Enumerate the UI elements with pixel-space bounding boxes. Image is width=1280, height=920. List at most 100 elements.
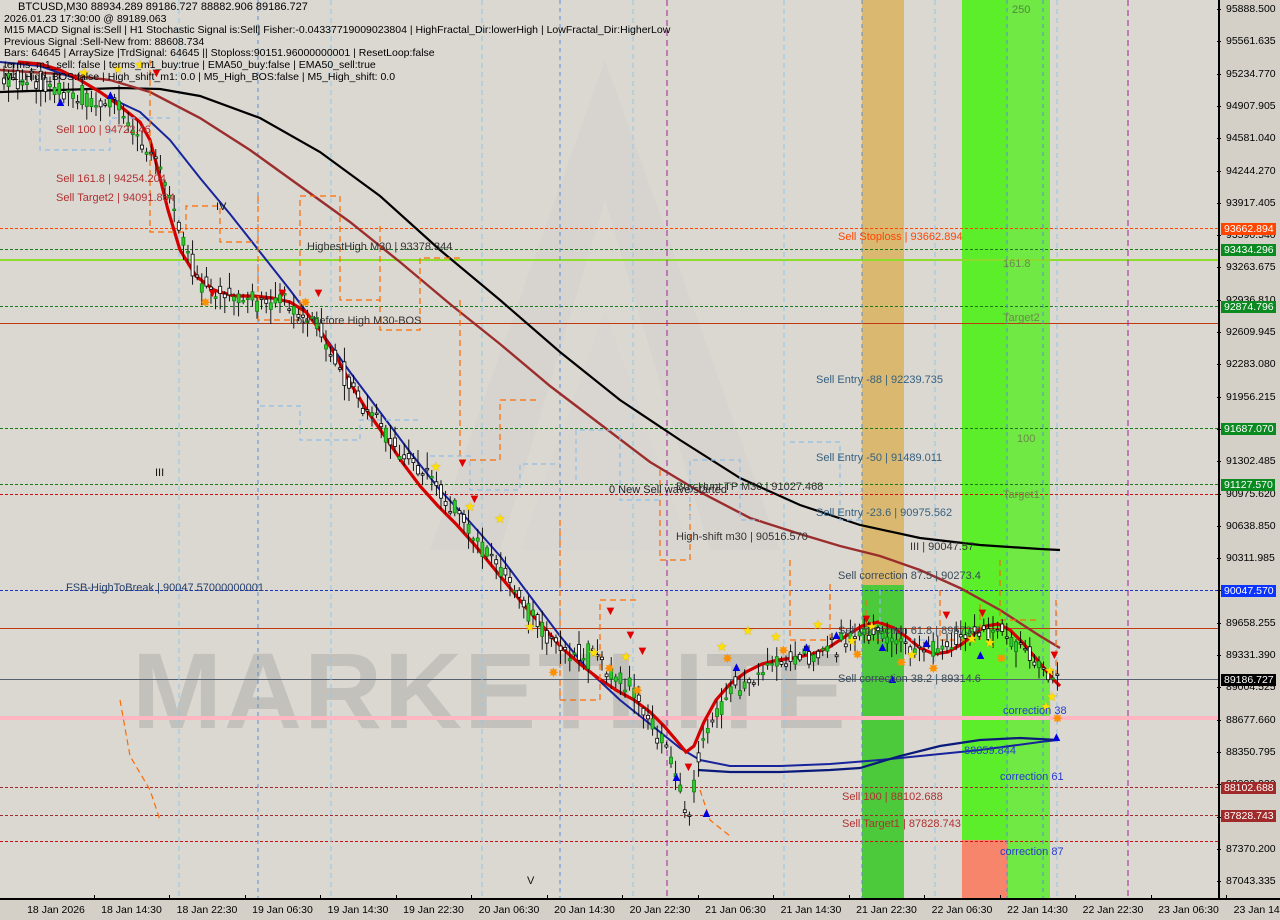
- price-tick: 87043.335: [1217, 876, 1276, 887]
- signal-marker-star-o: ✸: [632, 683, 643, 698]
- chart-plot-area[interactable]: MARKETLITE: [0, 0, 1218, 898]
- price-tick: 95234.770: [1217, 68, 1276, 80]
- tick-mark: [1217, 848, 1221, 850]
- price-tick: 94581.040: [1217, 133, 1276, 144]
- chart-annotation-25: Sell Target1 | 87828.743: [842, 818, 961, 830]
- time-tick-mark: [320, 895, 322, 900]
- price-tick: 94907.905: [1217, 100, 1276, 112]
- signal-marker-arr-u: ▲: [830, 627, 843, 642]
- tick-mark: [1217, 41, 1221, 43]
- chart-annotation-3: HighestHigh M30 | 93378.344: [307, 241, 453, 253]
- price-tick: 91302.485: [1217, 456, 1276, 467]
- signal-marker-star: ★: [906, 647, 918, 662]
- chart-annotation-29: III: [155, 467, 165, 479]
- price-tick: 89004.525: [1217, 682, 1276, 693]
- tick-mark: [1217, 235, 1221, 237]
- time-tick: 20 Jan 22:30: [629, 904, 691, 916]
- signal-marker-star-o: ✸: [604, 661, 615, 676]
- time-tick-mark: [697, 895, 699, 900]
- time-axis[interactable]: 18 Jan 2026 18 Jan 14:30 18 Jan 22:30 19 Ja…: [0, 895, 1280, 920]
- market-watermark: MARKETLITE: [132, 630, 848, 751]
- signal-marker-arr-d: ▼: [940, 607, 953, 622]
- tick-mark: [1217, 493, 1221, 495]
- time-tick-mark: [93, 895, 95, 900]
- signal-marker-star-o: ✸: [548, 665, 559, 680]
- chart-annotation-13: 0 New Sell wave started: [609, 484, 727, 496]
- header-line3: M15 MACD Signal is:Sell | H1 Stochastic …: [4, 24, 671, 37]
- price-tick: 90311.985: [1217, 553, 1275, 564]
- tick-mark: [1217, 267, 1221, 269]
- signal-marker-star: ★: [588, 645, 600, 660]
- tick-mark: [1217, 299, 1221, 301]
- tick-mark: [1217, 622, 1221, 624]
- signal-marker-arr-d: ▼: [456, 455, 469, 470]
- time-tick-mark: [395, 895, 397, 900]
- signal-marker-star-o: ✸: [996, 651, 1007, 666]
- price-badge: 88102.688: [1221, 782, 1276, 794]
- signal-marker-arr-d: ▼: [312, 285, 325, 300]
- signal-marker-star: ★: [812, 617, 824, 632]
- broker-logo-watermark: [430, 60, 780, 550]
- tick-mark: [1217, 105, 1221, 107]
- chart-annotation-1: Sell 161.8 | 94254.204: [56, 173, 166, 185]
- tick-mark: [1217, 655, 1221, 656]
- price-badge: 87828.743: [1221, 810, 1276, 822]
- chart-annotation-18: Sell correction 87.5 | 90273.4: [838, 570, 981, 582]
- tick-mark: [1217, 428, 1221, 430]
- chart-annotation-11: Target1: [1003, 489, 1040, 501]
- signal-marker-star-o: ✸: [896, 655, 907, 670]
- time-tick-mark: [773, 895, 775, 900]
- signal-marker-arr-d: ▼: [150, 65, 163, 80]
- signal-marker-arr-d: ▼: [468, 491, 481, 506]
- time-tick-mark: [924, 895, 926, 900]
- chart-annotation-10: Sell Entry -50 | 91489.011: [816, 452, 943, 464]
- signal-marker-arr-u: ▲: [920, 635, 933, 650]
- signal-marker-arr-d: ▼: [860, 611, 873, 626]
- price-tick: 95561.635: [1217, 36, 1276, 47]
- time-tick: 20 Jan 14:30: [554, 904, 615, 916]
- chart-annotation-5: Sell Stoploss | 93662.894: [838, 231, 963, 243]
- signal-marker-star-o: ✸: [300, 295, 311, 310]
- chart-annotation-16: III | 90047.57: [910, 541, 975, 553]
- time-tick: 20 Jan 06:30: [478, 904, 540, 916]
- chart-annotation-24: Sell 100 | 88102.688: [842, 791, 943, 803]
- signal-marker-arr-u: ▲: [670, 769, 683, 784]
- price-badge: 91127.570: [1221, 479, 1275, 491]
- price-axis[interactable]: 95888.500 95561.635 95234.770 94907.905 9458…: [1217, 0, 1280, 898]
- signal-marker-star: ★: [620, 649, 632, 664]
- signal-marker-star: ★: [1046, 689, 1058, 704]
- price-tick: 89658.255: [1217, 617, 1276, 629]
- signal-marker-star: ★: [966, 631, 978, 646]
- chart-annotation-30: V: [527, 875, 535, 887]
- tick-mark: [1217, 138, 1221, 140]
- header-symbol-line: BTCUSD,M30 88934.289 89186.727 88882.906…: [18, 1, 308, 13]
- tick-mark: [1217, 816, 1221, 818]
- time-tick-mark: [622, 895, 624, 900]
- header-line7: M1_High_BOS:false | High_shift_m1: 0.0 |…: [4, 70, 396, 83]
- chart-annotation-0: Sell 100 | 94722.46: [56, 124, 151, 136]
- tick-mark: [1217, 364, 1221, 366]
- signal-marker-star-o: ✸: [778, 643, 789, 658]
- chart-annotation-4: Low before High M30-BOS: [290, 315, 422, 327]
- signal-marker-arr-d: ▼: [1048, 647, 1061, 662]
- signal-marker-star: ★: [134, 57, 146, 72]
- tick-mark: [1217, 687, 1221, 689]
- header-line4: Previous Signal :Sell-New from: 88608.73…: [4, 35, 205, 48]
- time-tick: 18 Jan 14:30: [101, 904, 162, 916]
- price-tick: 90638.850: [1217, 520, 1276, 532]
- time-tick-mark: [1150, 895, 1152, 900]
- signal-marker-arr-u: ▲: [730, 659, 743, 674]
- chart-annotation-20: Sell correction 38.2 | 89314.6: [838, 673, 981, 685]
- chart-annotation-26: correction 87: [1000, 846, 1064, 858]
- tick-mark: [1217, 719, 1221, 721]
- signal-marker-star: ★: [430, 459, 442, 474]
- header-line5: Bars: 64645 | ArraySize |TrdSignal: 6464…: [4, 47, 435, 60]
- signal-marker-star: ★: [866, 619, 878, 634]
- time-tick-mark: [244, 895, 246, 900]
- signal-marker-arr-u: ▲: [700, 805, 713, 820]
- time-tick: 21 Jan 22:30: [856, 904, 917, 916]
- tick-mark: [1217, 73, 1221, 75]
- chart-annotation-28: IV: [216, 201, 227, 213]
- price-tick: 92609.945: [1217, 327, 1276, 338]
- signal-marker-arr-d: ▼: [276, 285, 289, 300]
